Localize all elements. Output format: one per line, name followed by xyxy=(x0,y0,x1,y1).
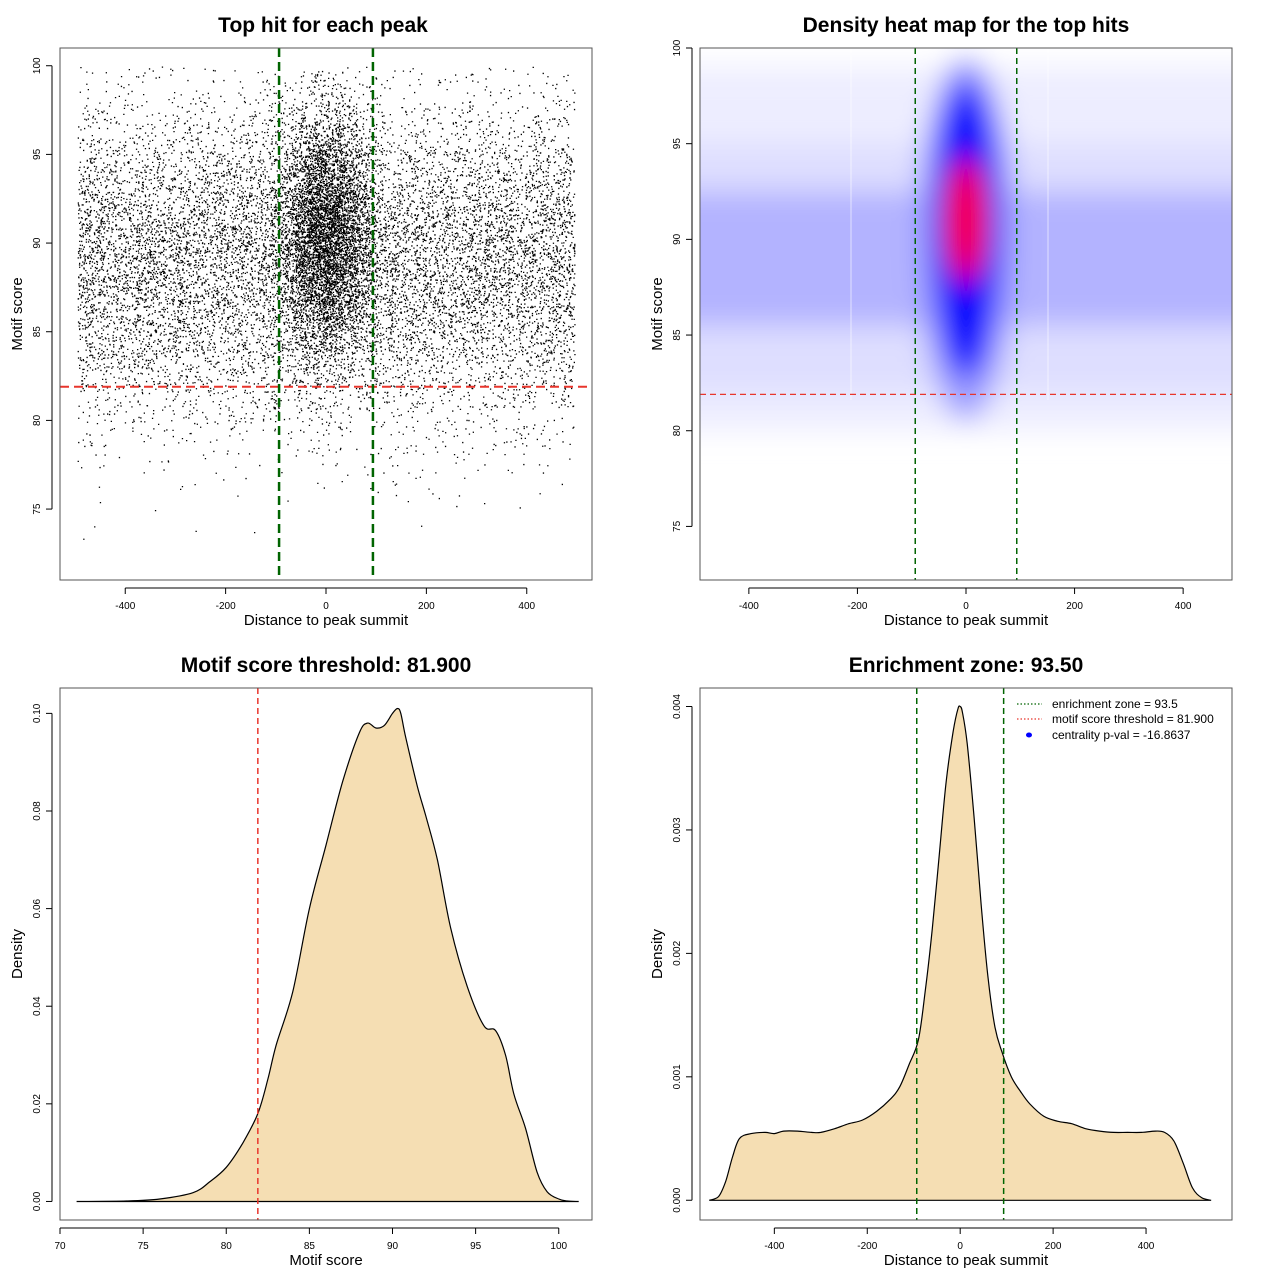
y-tick-label: 0.001 xyxy=(672,1064,683,1089)
x-tick-label: 0 xyxy=(323,601,329,612)
scatter-point-cloud xyxy=(77,66,576,540)
y-tick-label: 85 xyxy=(32,326,43,338)
heatmap-reference-lines xyxy=(700,48,1232,580)
score-density-y-label: Density xyxy=(9,928,26,979)
x-tick-label: 200 xyxy=(1066,601,1083,612)
score-density-plot-frame xyxy=(59,687,593,1221)
distance-density-y-axis: 0.000 0.001 0.002 0.003 0.004 xyxy=(672,694,693,1213)
y-tick-label: 0.004 xyxy=(672,694,683,719)
x-tick-label: 0 xyxy=(957,1241,963,1252)
x-tick-label: 90 xyxy=(387,1241,399,1252)
heatmap-density xyxy=(700,48,1232,580)
scatter-reference-lines xyxy=(60,48,592,580)
heat-hotspot xyxy=(946,158,986,283)
x-tick-label: 400 xyxy=(1138,1241,1155,1252)
distance-density-curve xyxy=(709,705,1212,1201)
scatter-y-label: Motif score xyxy=(9,277,26,350)
score-density-x-label: Motif score xyxy=(289,1252,362,1269)
legend-pval-dot xyxy=(1026,732,1032,738)
x-tick-label: -400 xyxy=(115,601,135,612)
score-density-y-axis: 0.00 0.02 0.04 0.06 0.08 0.10 xyxy=(32,703,53,1211)
y-tick-label: 90 xyxy=(672,233,683,245)
x-tick-label: 85 xyxy=(304,1241,316,1252)
heatmap-y-label: Motif score xyxy=(649,277,666,350)
heatmap-plot-frame xyxy=(699,47,1233,581)
distance-density-plot-frame xyxy=(699,687,1233,1221)
scatter-x-axis: -400 -200 0 200 400 xyxy=(115,587,536,612)
x-tick-label: -200 xyxy=(216,601,236,612)
y-tick-label: 0.04 xyxy=(32,996,43,1016)
y-tick-label: 100 xyxy=(672,39,683,56)
scatter-points xyxy=(77,66,576,540)
y-tick-label: 95 xyxy=(32,148,43,160)
x-tick-label: -200 xyxy=(857,1241,877,1252)
x-tick-label: -400 xyxy=(764,1241,784,1252)
y-tick-label: 100 xyxy=(32,57,43,74)
scatter-y-axis: 75 80 85 90 95 100 xyxy=(32,57,53,515)
y-tick-label: 95 xyxy=(672,138,683,150)
x-tick-label: 400 xyxy=(518,601,535,612)
x-tick-label: 80 xyxy=(221,1241,233,1252)
y-tick-label: 75 xyxy=(32,503,43,515)
x-tick-label: 0 xyxy=(963,601,969,612)
heatmap-x-label: Distance to peak summit xyxy=(884,612,1049,629)
y-tick-label: 85 xyxy=(672,329,683,341)
legend-enrichment-label: enrichment zone = 93.5 xyxy=(1052,697,1178,711)
score-density-panel: Motif score threshold: 81.900 70 75 80 85 90… xyxy=(9,654,593,1269)
y-tick-label: 0.00 xyxy=(32,1191,43,1211)
y-tick-label: 0.000 xyxy=(672,1187,683,1212)
distance-density-x-axis: -400 -200 0 200 400 xyxy=(764,1227,1155,1252)
score-density-x-axis: 70 75 80 85 90 95 100 xyxy=(54,1227,568,1252)
x-tick-label: 200 xyxy=(418,601,435,612)
score-density-curve xyxy=(76,707,579,1203)
x-tick-label: 200 xyxy=(1045,1241,1062,1252)
distance-density-panel: Enrichment zone: 93.50 -400 -200 0 200 400 0… xyxy=(649,654,1233,1269)
distance-density-y-label: Density xyxy=(649,928,666,979)
x-tick-label: 400 xyxy=(1175,601,1192,612)
scatter-title: Top hit for each peak xyxy=(218,14,428,37)
legend-threshold-label: motif score threshold = 81.900 xyxy=(1052,712,1214,726)
score-density-title: Motif score threshold: 81.900 xyxy=(181,654,472,677)
y-tick-label: 0.06 xyxy=(32,898,43,918)
distance-density-x-label: Distance to peak summit xyxy=(884,1252,1049,1269)
heatmap-x-axis: -400 -200 0 200 400 xyxy=(739,587,1192,612)
distance-density-title: Enrichment zone: 93.50 xyxy=(849,654,1084,677)
heatmap-title: Density heat map for the top hits xyxy=(803,14,1130,37)
legend: enrichment zone = 93.5 motif score thres… xyxy=(1017,697,1214,742)
scatter-panel: Top hit for each peak -400 -200 0 200 400 75… xyxy=(9,14,593,629)
x-tick-label: -400 xyxy=(739,601,759,612)
y-tick-label: 80 xyxy=(672,425,683,437)
y-tick-label: 80 xyxy=(32,414,43,426)
heatmap-y-axis: 75 80 85 90 95 100 xyxy=(672,39,693,532)
y-tick-label: 75 xyxy=(672,520,683,532)
y-tick-label: 0.10 xyxy=(32,703,43,723)
x-tick-label: 75 xyxy=(138,1241,150,1252)
y-tick-label: 0.08 xyxy=(32,801,43,821)
x-tick-label: 100 xyxy=(550,1241,567,1252)
y-tick-label: 0.02 xyxy=(32,1094,43,1114)
x-tick-label: 70 xyxy=(54,1241,66,1252)
y-tick-label: 0.002 xyxy=(672,940,683,965)
y-tick-label: 90 xyxy=(32,237,43,249)
scatter-plot-frame xyxy=(59,47,593,581)
legend-pval-label: centrality p-val = -16.8637 xyxy=(1052,728,1191,742)
x-tick-label: 95 xyxy=(470,1241,482,1252)
x-tick-label: -200 xyxy=(847,601,867,612)
scatter-x-label: Distance to peak summit xyxy=(244,612,409,629)
heatmap-panel: Density heat map for the top hits -400 -2… xyxy=(649,14,1233,629)
enrichment-zone-lines xyxy=(915,688,1005,1220)
y-tick-label: 0.003 xyxy=(672,817,683,842)
